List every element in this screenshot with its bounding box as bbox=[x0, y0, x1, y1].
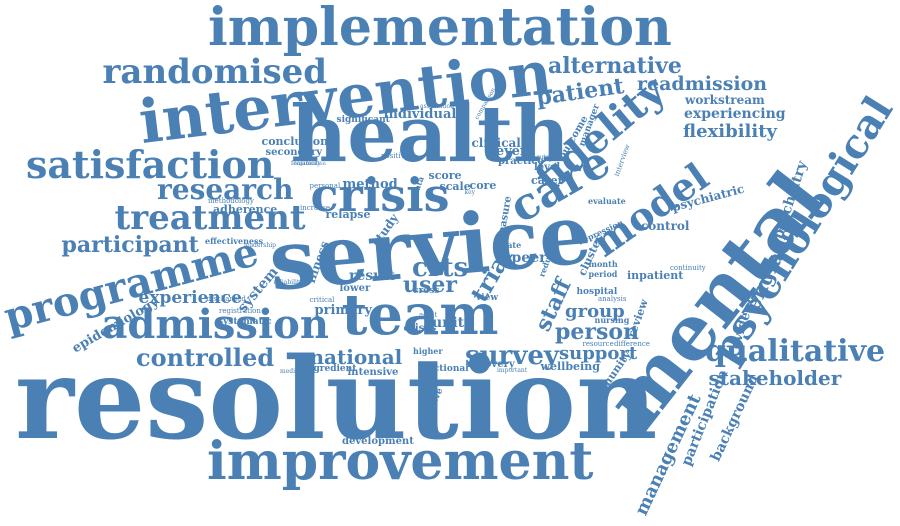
word-adult: adult bbox=[419, 310, 438, 319]
word-rate: rate bbox=[503, 240, 522, 250]
word-crts: crts bbox=[412, 253, 469, 283]
word-primary: primary bbox=[314, 302, 372, 318]
word-higher: higher bbox=[413, 346, 443, 356]
word-crisis: crisis bbox=[310, 168, 450, 222]
word-reliability: reliability bbox=[273, 279, 303, 286]
word-recovery: recovery bbox=[467, 359, 515, 370]
word-positive: positive bbox=[381, 151, 409, 160]
word-adherence: adherence bbox=[213, 202, 278, 216]
word-association: association bbox=[420, 103, 455, 110]
word-readmission: readmission bbox=[637, 72, 768, 95]
word-method: method bbox=[342, 176, 398, 192]
word-satisfaction: satisfaction bbox=[26, 142, 275, 187]
word-increase: increase bbox=[300, 203, 331, 212]
word-effectiveness: effectiveness bbox=[205, 236, 264, 246]
word-intensive: intensive bbox=[347, 367, 399, 378]
word-systematic: systematic bbox=[218, 316, 272, 327]
word-result: result bbox=[349, 268, 396, 284]
word-nursing: nursing bbox=[594, 315, 630, 325]
word-randomised: randomised bbox=[102, 52, 328, 92]
word-key: key bbox=[464, 189, 476, 196]
word-practice: practice bbox=[498, 156, 544, 167]
word-flexibility: flexibility bbox=[683, 121, 777, 142]
word-user: user bbox=[403, 272, 457, 298]
word-controlled: controlled bbox=[136, 343, 275, 372]
word-registration: registration bbox=[219, 306, 261, 315]
word-core: core bbox=[469, 178, 497, 192]
word-organisation: organisation bbox=[294, 160, 326, 167]
word-secondary: secondary bbox=[265, 147, 323, 158]
word-period: period bbox=[588, 269, 618, 279]
word-ingredient: ingredient bbox=[303, 363, 357, 374]
word-score: score bbox=[428, 168, 462, 182]
word-methodology: methodology bbox=[208, 196, 254, 205]
word-feasibility: feasibility bbox=[291, 160, 321, 167]
word-lower: lower bbox=[339, 283, 371, 294]
word-level: level bbox=[534, 162, 561, 173]
word-personal: personal bbox=[309, 181, 341, 190]
word-scale: scale bbox=[439, 179, 471, 193]
word-acute: acute bbox=[532, 154, 550, 161]
word-clinical: clinical bbox=[471, 136, 521, 150]
word-treatment: treatment bbox=[114, 198, 306, 238]
word-inpatient: inpatient bbox=[627, 268, 684, 282]
word-group: group bbox=[565, 301, 625, 322]
word-control: control bbox=[641, 219, 690, 233]
word-research: research bbox=[157, 173, 294, 206]
word-hospital: hospital bbox=[576, 286, 618, 297]
word-unit: unit bbox=[432, 315, 465, 331]
word-critical: critical bbox=[309, 295, 335, 304]
word-cross: cross bbox=[413, 285, 440, 296]
word-implementation: implementation bbox=[208, 0, 672, 58]
word-improvement: improvement bbox=[207, 431, 594, 492]
word-support: support bbox=[559, 343, 638, 364]
word-view: view bbox=[476, 292, 499, 303]
word-conclusion: conclusion bbox=[261, 134, 329, 148]
word-health: health bbox=[290, 89, 570, 180]
word-sectional: sectional bbox=[423, 363, 469, 374]
word-experiencing: experiencing bbox=[684, 106, 786, 122]
word-participant: participant bbox=[61, 232, 199, 258]
word-national: national bbox=[309, 345, 403, 369]
word-relapse: relapse bbox=[325, 207, 371, 221]
word-stakeholder: stakeholder bbox=[708, 366, 842, 390]
word-admission: admission bbox=[101, 301, 329, 348]
word-individual: individual bbox=[383, 106, 457, 122]
word-team: team bbox=[341, 282, 499, 348]
word-workstream: workstream bbox=[685, 93, 765, 107]
word-peer: peer bbox=[511, 250, 547, 266]
word-carer: carer bbox=[531, 173, 564, 187]
word-medication: medication bbox=[280, 368, 314, 375]
word-experience: experience bbox=[138, 287, 242, 308]
word-important: important bbox=[497, 367, 528, 374]
word-development: development bbox=[342, 436, 414, 447]
word-discharged: discharged bbox=[206, 294, 246, 303]
word-person: person bbox=[555, 319, 640, 345]
word-resolution: resolution bbox=[15, 334, 658, 465]
word-crises: crises bbox=[403, 323, 437, 334]
word-difference: difference bbox=[614, 339, 650, 348]
word-survey: survey bbox=[465, 341, 559, 371]
word-qualitative: qualitative bbox=[705, 334, 886, 369]
word-severe: severe bbox=[488, 143, 536, 159]
word-evaluate: evaluate bbox=[588, 196, 626, 206]
word-month: month bbox=[588, 259, 618, 269]
word-continuity: continuity bbox=[670, 263, 706, 272]
word-resource: resource bbox=[582, 339, 614, 348]
word-wellbeing: wellbeing bbox=[540, 359, 600, 373]
word-alternative: alternative bbox=[548, 53, 682, 79]
word-analysis: analysis bbox=[598, 294, 627, 303]
word-significant: significant bbox=[336, 114, 390, 125]
word-leadership: leadership bbox=[244, 242, 277, 249]
